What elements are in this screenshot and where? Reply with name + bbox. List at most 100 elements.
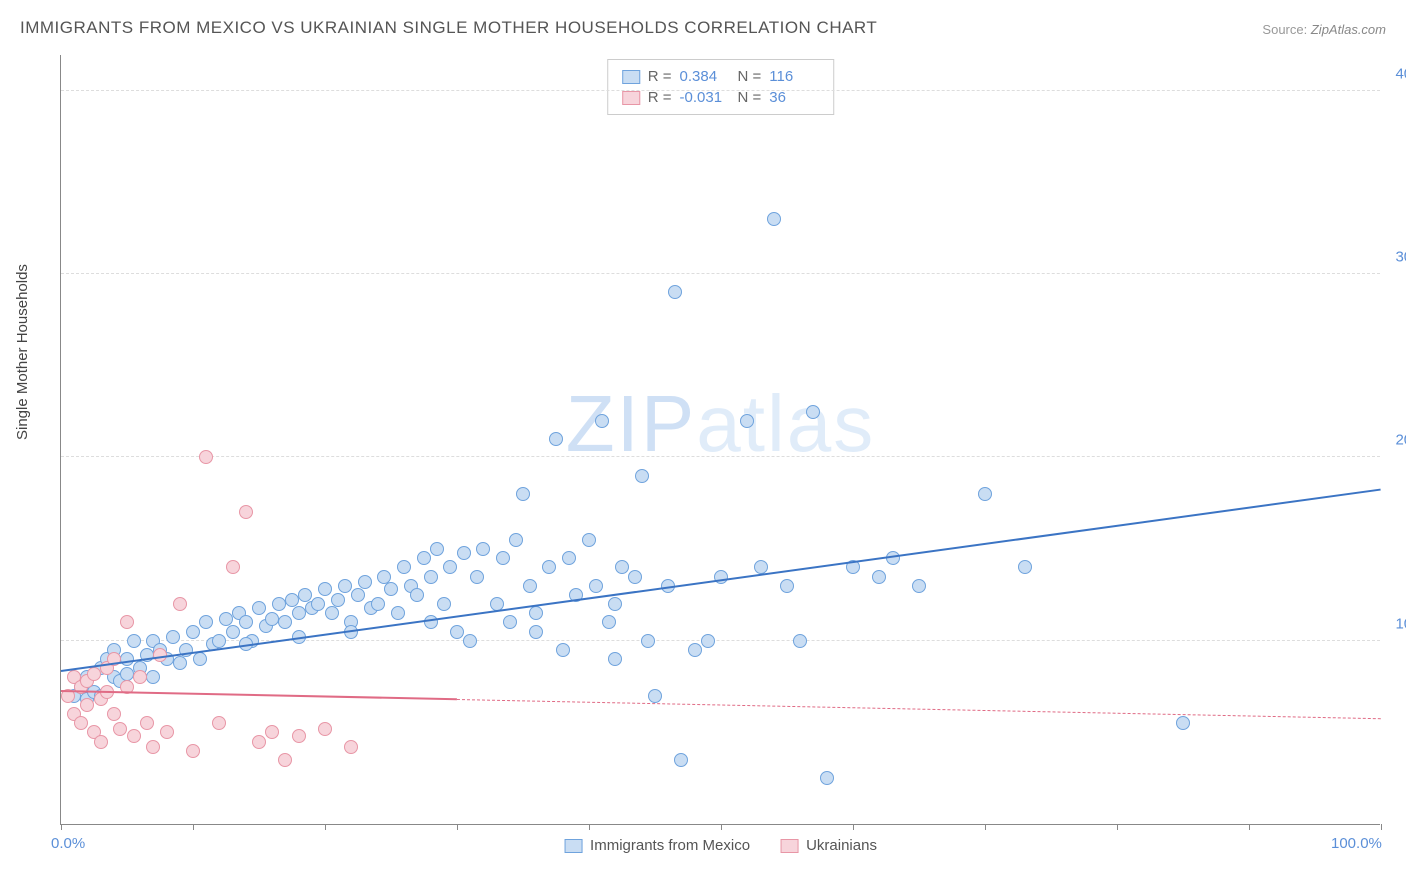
r-value: 0.384 <box>680 68 730 85</box>
data-point <box>278 615 292 629</box>
data-point <box>127 634 141 648</box>
data-point <box>166 630 180 644</box>
data-point <box>602 615 616 629</box>
data-point <box>978 487 992 501</box>
gridline <box>61 90 1380 91</box>
y-tick-label: 20.0% <box>1395 432 1406 449</box>
data-point <box>503 615 517 629</box>
data-point <box>292 729 306 743</box>
data-point <box>351 588 365 602</box>
x-tick <box>721 824 722 830</box>
series-legend: Immigrants from Mexico Ukrainians <box>564 837 877 854</box>
correlation-legend: R = 0.384 N = 116 R = -0.031 N = 36 <box>607 59 835 115</box>
data-point <box>226 625 240 639</box>
data-point <box>325 606 339 620</box>
x-tick <box>1249 824 1250 830</box>
source-label: Source: <box>1262 22 1307 37</box>
data-point <box>688 643 702 657</box>
data-point <box>549 432 563 446</box>
r-label: R = <box>648 68 672 85</box>
n-label: N = <box>738 89 762 106</box>
n-label: N = <box>738 68 762 85</box>
data-point <box>529 625 543 639</box>
data-point <box>496 551 510 565</box>
data-point <box>516 487 530 501</box>
data-point <box>1176 716 1190 730</box>
data-point <box>641 634 655 648</box>
data-point <box>595 414 609 428</box>
data-point <box>509 533 523 547</box>
data-point <box>199 450 213 464</box>
data-point <box>318 582 332 596</box>
x-tick <box>1381 824 1382 830</box>
r-label: R = <box>648 89 672 106</box>
x-tick <box>853 824 854 830</box>
data-point <box>146 740 160 754</box>
data-point <box>331 593 345 607</box>
data-point <box>107 707 121 721</box>
x-tick <box>61 824 62 830</box>
data-point <box>668 285 682 299</box>
chart-source: Source: ZipAtlas.com <box>1262 22 1386 37</box>
data-point <box>437 597 451 611</box>
data-point <box>608 597 622 611</box>
r-value: -0.031 <box>680 89 730 106</box>
data-point <box>146 670 160 684</box>
data-point <box>140 716 154 730</box>
data-point <box>186 744 200 758</box>
data-point <box>648 689 662 703</box>
data-point <box>371 597 385 611</box>
data-point <box>872 570 886 584</box>
data-point <box>589 579 603 593</box>
data-point <box>476 542 490 556</box>
x-tick <box>1117 824 1118 830</box>
legend-item: Immigrants from Mexico <box>564 837 750 854</box>
data-point <box>120 652 134 666</box>
n-value: 36 <box>769 89 819 106</box>
data-point <box>450 625 464 639</box>
data-point <box>523 579 537 593</box>
data-point <box>160 725 174 739</box>
data-point <box>127 729 141 743</box>
data-point <box>628 570 642 584</box>
data-point <box>457 546 471 560</box>
y-tick-label: 10.0% <box>1395 615 1406 632</box>
data-point <box>562 551 576 565</box>
data-point <box>74 716 88 730</box>
data-point <box>94 735 108 749</box>
data-point <box>173 597 187 611</box>
data-point <box>252 601 266 615</box>
x-tick <box>193 824 194 830</box>
x-tick <box>985 824 986 830</box>
data-point <box>470 570 484 584</box>
data-point <box>80 698 94 712</box>
data-point <box>556 643 570 657</box>
data-point <box>635 469 649 483</box>
x-tick <box>325 824 326 830</box>
data-point <box>318 722 332 736</box>
x-tick <box>457 824 458 830</box>
y-tick-label: 40.0% <box>1395 65 1406 82</box>
legend-swatch <box>622 70 640 84</box>
chart-title: IMMIGRANTS FROM MEXICO VS UKRAINIAN SING… <box>20 18 877 38</box>
data-point <box>424 570 438 584</box>
trend-line <box>61 488 1381 671</box>
data-point <box>391 606 405 620</box>
n-value: 116 <box>769 68 819 85</box>
data-point <box>199 615 213 629</box>
data-point <box>701 634 715 648</box>
data-point <box>912 579 926 593</box>
legend-label: Immigrants from Mexico <box>590 837 750 854</box>
data-point <box>212 716 226 730</box>
data-point <box>120 615 134 629</box>
data-point <box>193 652 207 666</box>
legend-label: Ukrainians <box>806 837 877 854</box>
x-tick <box>589 824 590 830</box>
scatter-plot-area: ZIPatlas R =0.384N =116R =-0.031N =36 Im… <box>60 55 1380 825</box>
data-point <box>410 588 424 602</box>
gridline <box>61 273 1380 274</box>
trend-line <box>457 699 1381 719</box>
legend-row: R = 0.384 N = 116 <box>622 66 820 87</box>
data-point <box>430 542 444 556</box>
data-point <box>767 212 781 226</box>
